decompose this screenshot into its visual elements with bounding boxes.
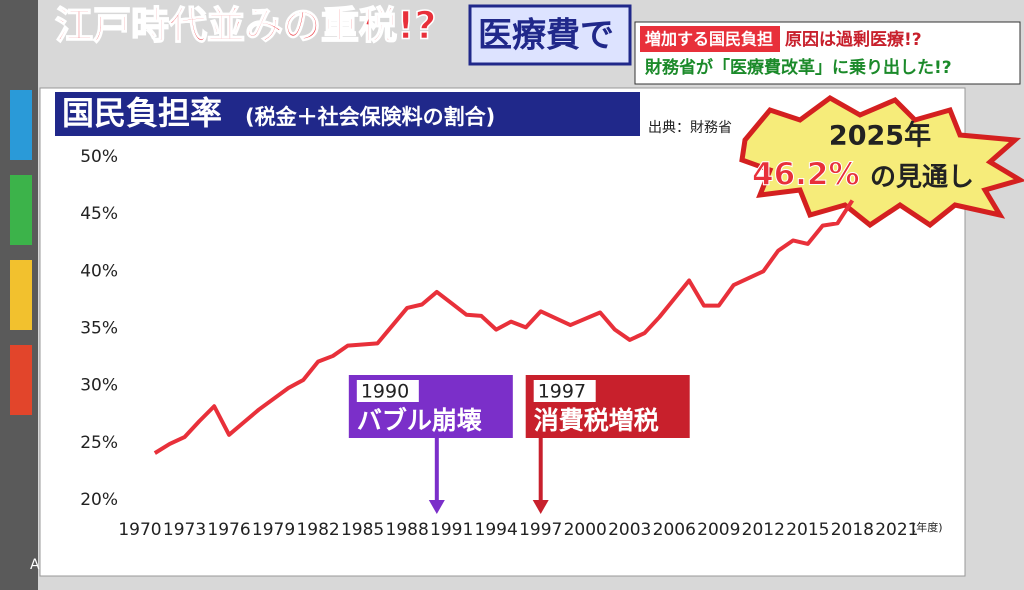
topic-text: 原因は過剰医療!? bbox=[785, 29, 922, 50]
x-tick-label: 2015 bbox=[786, 520, 829, 540]
watermark: ABCテレビ bbox=[30, 557, 101, 573]
x-unit: (年度) bbox=[912, 520, 943, 534]
x-tick-label: 2021 bbox=[875, 520, 918, 540]
x-tick-label: 1997 bbox=[519, 520, 562, 540]
strip-block bbox=[10, 260, 32, 330]
x-tick-label: 2012 bbox=[742, 520, 785, 540]
callout-value: 46.2% bbox=[752, 157, 860, 193]
arrow-head bbox=[428, 500, 445, 514]
callout-year: 2025年 bbox=[829, 120, 931, 152]
x-tick-label: 1979 bbox=[252, 520, 295, 540]
annotation-year: 1990 bbox=[361, 381, 409, 403]
chart-subtitle: (税金＋社会保険料の割合) bbox=[245, 105, 495, 129]
annotation-text: バブル崩壊 bbox=[357, 406, 482, 435]
annotation-year-box bbox=[533, 380, 596, 402]
headline2: 医療費で bbox=[478, 16, 614, 56]
annotation-year: 1997 bbox=[538, 381, 586, 403]
x-tick-label: 2009 bbox=[697, 520, 740, 540]
x-tick-label: 1988 bbox=[386, 520, 429, 540]
x-tick-label: 2003 bbox=[608, 520, 651, 540]
callout-burst bbox=[739, 95, 1024, 229]
strip-block bbox=[10, 175, 32, 245]
annotation-year-box bbox=[356, 380, 419, 402]
y-tick-label: 40% bbox=[80, 261, 118, 281]
title-bar bbox=[55, 92, 640, 136]
chart-title: 国民負担率 bbox=[62, 94, 222, 132]
x-tick-label: 1973 bbox=[163, 520, 206, 540]
annotation-text: 消費税増税 bbox=[534, 406, 659, 435]
strip-block bbox=[10, 345, 32, 415]
x-tick-label: 2006 bbox=[653, 520, 696, 540]
x-tick-label: 1970 bbox=[118, 520, 161, 540]
topic-tag bbox=[640, 26, 780, 52]
y-tick-label: 30% bbox=[80, 376, 118, 396]
source: 出典：財務省 bbox=[648, 120, 732, 136]
x-tick-label: 1991 bbox=[430, 520, 473, 540]
x-tick-label: 1976 bbox=[207, 520, 250, 540]
x-tick-label: 1982 bbox=[296, 520, 339, 540]
y-tick-label: 45% bbox=[80, 204, 118, 224]
callout-text: の見通し bbox=[870, 163, 974, 193]
data-line bbox=[153, 199, 855, 455]
x-tick-label: 2000 bbox=[564, 520, 607, 540]
x-tick-label: 1985 bbox=[341, 520, 384, 540]
headline2-box bbox=[468, 4, 632, 66]
y-tick-label: 50% bbox=[80, 147, 118, 167]
topic-text: 増加する国民負担 bbox=[645, 30, 773, 49]
y-tick-label: 20% bbox=[80, 490, 118, 510]
x-tick-label: 1994 bbox=[475, 520, 518, 540]
y-tick-label: 25% bbox=[80, 433, 118, 453]
headline: 江戸時代並みの重税!? bbox=[55, 4, 436, 48]
arrow-head bbox=[532, 500, 549, 514]
x-tick-label: 2018 bbox=[831, 520, 874, 540]
strip-block bbox=[10, 90, 32, 160]
topic-text: 財務省が「医療費改革」に乗り出した!? bbox=[644, 57, 952, 78]
y-tick-label: 35% bbox=[80, 319, 118, 339]
